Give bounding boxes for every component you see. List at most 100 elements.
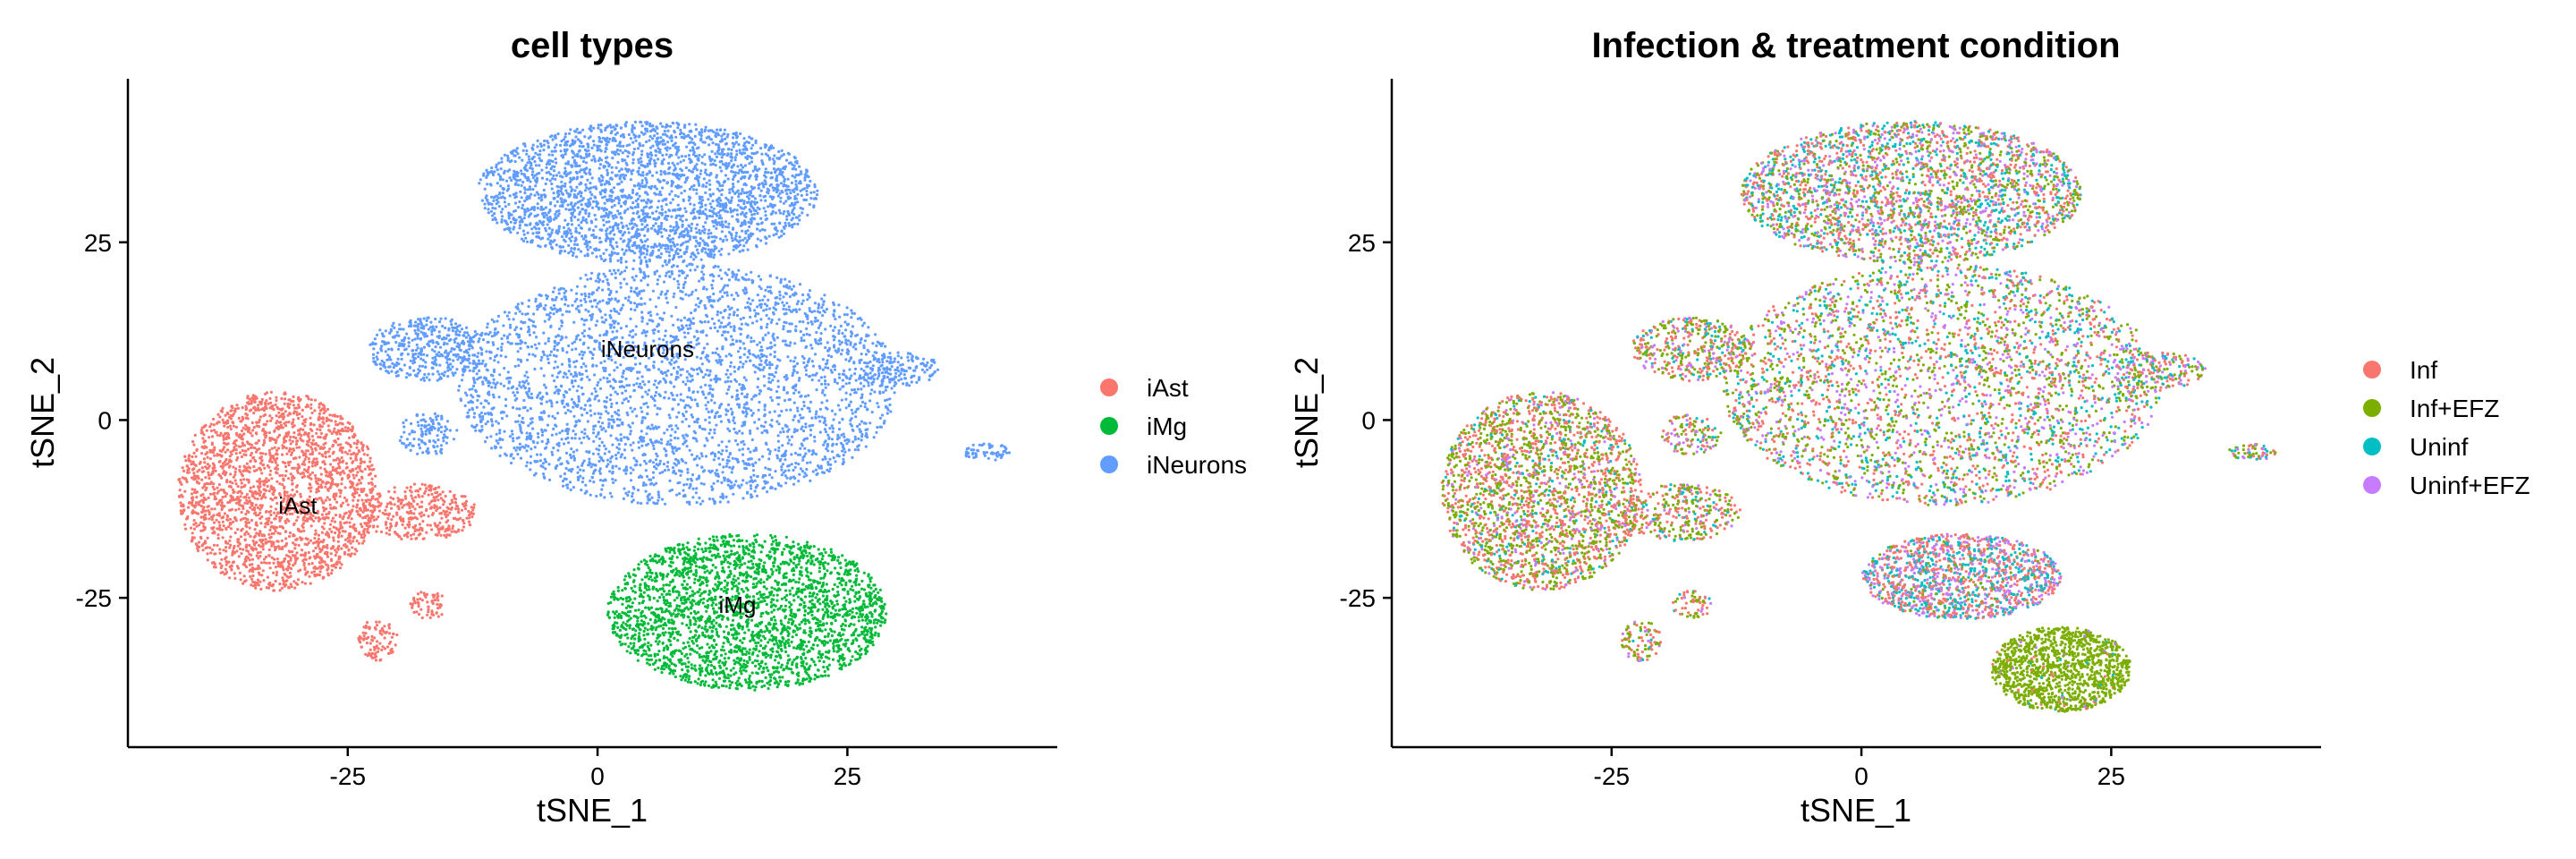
point-ineurons <box>724 164 727 166</box>
point-ineurons <box>585 218 588 221</box>
point-ineurons <box>688 154 691 157</box>
point-ineurons <box>637 203 640 206</box>
point-ineurons <box>674 447 676 449</box>
point-ineurons <box>741 276 743 279</box>
point-ineurons <box>721 449 724 452</box>
point-ineurons <box>788 214 791 217</box>
point-ineurons <box>685 247 688 250</box>
point-ineurons <box>562 245 564 248</box>
point-ineurons <box>852 345 855 348</box>
point-ineurons <box>538 220 541 223</box>
point-ineurons <box>595 236 597 239</box>
point-ineurons <box>519 179 521 182</box>
point-ineurons <box>754 152 757 155</box>
point-ineurons <box>642 289 645 292</box>
point-ineurons <box>785 185 788 188</box>
point-ineurons <box>711 352 714 354</box>
point-ineurons <box>753 421 756 423</box>
point-ineurons <box>663 396 665 399</box>
point-ineurons <box>701 329 704 332</box>
point-ineurons <box>571 235 573 238</box>
point-ineurons <box>580 351 583 353</box>
point-ineurons <box>668 234 671 237</box>
point-ineurons <box>714 159 716 162</box>
point-ineurons <box>730 149 733 151</box>
point-ineurons <box>568 363 571 366</box>
point-ineurons <box>599 467 602 470</box>
point-ineurons <box>590 234 593 236</box>
point-ineurons <box>764 466 767 469</box>
point-ineurons <box>580 155 582 157</box>
point-ineurons <box>592 155 595 157</box>
point-ineurons <box>592 229 595 232</box>
point-ineurons <box>754 489 757 492</box>
point-ineurons <box>503 411 505 413</box>
point-ineurons <box>690 380 692 383</box>
point-ineurons <box>588 293 590 295</box>
point-ineurons <box>553 379 555 382</box>
point-ineurons <box>553 218 555 221</box>
point-ineurons <box>669 416 672 419</box>
point-ineurons <box>546 354 548 357</box>
point-ineurons <box>765 167 767 170</box>
point-ineurons <box>547 463 550 465</box>
point-ineurons <box>727 317 730 319</box>
point-ineurons <box>579 131 581 133</box>
point-ineurons <box>755 174 758 176</box>
point-ineurons <box>786 436 789 438</box>
point-ineurons <box>786 355 789 358</box>
point-ineurons <box>640 502 642 505</box>
point-ineurons <box>621 158 623 161</box>
point-ineurons <box>670 245 673 248</box>
point-ineurons <box>526 436 529 438</box>
point-ineurons <box>730 234 733 236</box>
point-ineurons <box>814 302 817 304</box>
point-ineurons <box>461 378 463 381</box>
point-ineurons <box>741 366 744 369</box>
point-ineurons <box>734 156 737 158</box>
point-ineurons <box>687 225 690 227</box>
point-ineurons <box>633 251 636 254</box>
point-ineurons <box>766 314 768 317</box>
point-ineurons <box>712 256 715 259</box>
point-ineurons <box>538 157 541 159</box>
point-ineurons <box>754 166 757 168</box>
point-ineurons <box>584 149 587 151</box>
point-ineurons <box>691 146 694 149</box>
point-ineurons <box>767 171 769 174</box>
point-ineurons <box>825 447 827 450</box>
point-ineurons <box>763 207 766 209</box>
point-ineurons <box>641 185 644 188</box>
point-ineurons <box>640 223 643 225</box>
point-ineurons <box>514 201 517 204</box>
point-ineurons <box>555 310 558 313</box>
point-ineurons <box>764 302 767 305</box>
point-ineurons <box>614 391 617 394</box>
point-ineurons <box>548 227 551 230</box>
point-ineurons <box>714 327 716 329</box>
point-ineurons <box>620 205 623 208</box>
point-ineurons <box>589 494 592 497</box>
point-ineurons <box>855 379 858 382</box>
point-ineurons <box>548 216 551 218</box>
point-ineurons <box>735 292 738 294</box>
point-ineurons <box>761 455 764 458</box>
point-ineurons <box>681 272 683 275</box>
point-ineurons <box>631 141 634 144</box>
point-ineurons <box>761 228 764 231</box>
point-ineurons <box>620 222 623 225</box>
point-ineurons <box>568 132 571 135</box>
point-ineurons <box>587 146 589 149</box>
point-ineurons <box>507 203 510 206</box>
point-ineurons <box>752 207 755 209</box>
point-ineurons <box>537 193 539 196</box>
point-ineurons <box>548 153 551 156</box>
point-ineurons <box>695 192 698 195</box>
point-ineurons <box>525 438 528 440</box>
point-ineurons <box>888 378 891 381</box>
point-ineurons <box>729 365 732 368</box>
point-ineurons <box>526 198 529 200</box>
point-ineurons <box>670 190 673 192</box>
point-ineurons <box>694 438 697 440</box>
